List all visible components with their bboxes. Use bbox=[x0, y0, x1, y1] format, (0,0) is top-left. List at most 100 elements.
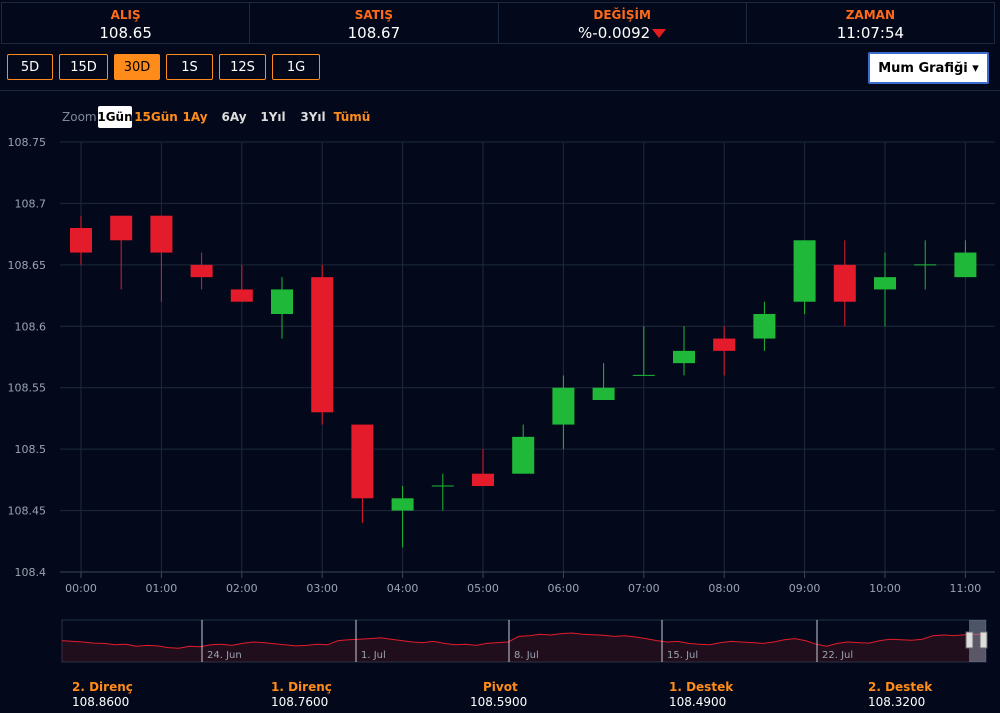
y-tick-label: 108.6 bbox=[15, 320, 47, 333]
range-button-5d[interactable]: 5D bbox=[7, 54, 53, 80]
y-tick-label: 108.55 bbox=[8, 382, 47, 395]
y-tick-label: 108.45 bbox=[8, 505, 47, 518]
range-button-15d[interactable]: 15D bbox=[59, 54, 108, 80]
range-button-1g[interactable]: 1G bbox=[272, 54, 320, 80]
pivot-p-label: Pivot bbox=[483, 680, 518, 694]
y-tick-label: 108.5 bbox=[15, 443, 47, 456]
ask-label: SATIŞ bbox=[354, 8, 394, 22]
navigator-frame bbox=[61, 619, 987, 663]
time-value: 11:07:54 bbox=[836, 24, 905, 42]
navigator-date-label: 24. Jun bbox=[207, 650, 242, 661]
candle-body bbox=[512, 436, 535, 474]
candle-body bbox=[311, 277, 334, 413]
x-tick-label: 00:00 bbox=[65, 582, 97, 595]
candle-body bbox=[150, 215, 173, 253]
zoom-1gun[interactable]: 1Gün bbox=[97, 106, 133, 128]
y-tick-label: 108.4 bbox=[15, 566, 47, 579]
x-tick-label: 11:00 bbox=[950, 582, 982, 595]
candle-body bbox=[713, 338, 736, 351]
navigator-area bbox=[62, 633, 986, 662]
candle-body bbox=[954, 252, 977, 278]
change-value: %-0.0092 bbox=[578, 24, 651, 42]
zoom-6ay[interactable]: 6Ay bbox=[221, 110, 247, 124]
x-tick-label: 03:00 bbox=[306, 582, 338, 595]
pivot-s1-value: 108.4900 bbox=[669, 695, 727, 709]
range-button-30d[interactable]: 30D bbox=[114, 54, 160, 80]
candle-body bbox=[351, 424, 374, 499]
time-cell: ZAMAN 11:07:54 bbox=[747, 3, 994, 43]
pivot-s2-value: 108.3200 bbox=[868, 695, 926, 709]
x-tick-label: 07:00 bbox=[628, 582, 660, 595]
zoom-1ay[interactable]: 1Ay bbox=[182, 110, 208, 124]
pivot-s1-label: 1. Destek bbox=[669, 680, 734, 694]
candle-body bbox=[833, 264, 856, 302]
pivot-r1-label: 1. Direnç bbox=[271, 680, 332, 694]
x-tick-label: 02:00 bbox=[226, 582, 258, 595]
bid-cell: ALIŞ 108.65 bbox=[2, 3, 251, 43]
candle-body bbox=[190, 264, 213, 278]
pivot-r2-label: 2. Direnç bbox=[72, 680, 133, 694]
candle-body bbox=[753, 314, 776, 339]
pivot-s2-label: 2. Destek bbox=[868, 680, 933, 694]
bid-value: 108.65 bbox=[99, 24, 152, 42]
navigator-date-label: 22. Jul bbox=[822, 650, 853, 661]
change-label: DEĞİŞİM bbox=[593, 8, 651, 22]
candle-body bbox=[874, 277, 896, 290]
pivot-levels: 2. Direnç 108.8600 1. Direnç 108.7600 Pi… bbox=[0, 680, 1000, 713]
pivot-r1: 1. Direnç 108.7600 bbox=[271, 680, 332, 709]
candle-body bbox=[391, 498, 414, 511]
pivot-r2-value: 108.8600 bbox=[72, 695, 130, 709]
pivot-s1: 1. Destek 108.4900 bbox=[669, 680, 733, 709]
down-triangle-icon bbox=[652, 29, 667, 38]
y-tick-label: 108.7 bbox=[15, 197, 47, 210]
zoom-3yil[interactable]: 3Yıl bbox=[300, 110, 326, 124]
x-tick-label: 05:00 bbox=[467, 582, 499, 595]
x-tick-label: 09:00 bbox=[789, 582, 821, 595]
ask-value: 108.67 bbox=[347, 24, 401, 42]
pivot-p-value: 108.5900 bbox=[470, 695, 528, 709]
candle-body bbox=[70, 228, 92, 253]
candle-body bbox=[110, 215, 133, 241]
quote-bar: ALIŞ 108.65 SATIŞ 108.67 DEĞİŞİM %-0.009… bbox=[1, 2, 995, 44]
candlestick-chart[interactable]: 108.4 108.45 108.5 108.55 108.6 108.65 108.7 10… bbox=[0, 130, 1000, 600]
navigator-selection[interactable] bbox=[969, 620, 986, 662]
candle-body bbox=[673, 350, 695, 364]
y-tick-label: 108.65 bbox=[8, 259, 47, 272]
navigator[interactable]: 24. Jun 1. Jul 8. Jul 15. Jul 22. Jul bbox=[0, 618, 1000, 666]
time-label: ZAMAN bbox=[845, 8, 895, 22]
candle-body bbox=[472, 473, 494, 486]
navigator-date-label: 1. Jul bbox=[361, 650, 386, 661]
candle-body bbox=[552, 387, 575, 425]
divider bbox=[0, 90, 1000, 91]
pivot-s2: 2. Destek 108.3200 bbox=[868, 680, 932, 709]
y-tick-label: 108.75 bbox=[8, 136, 47, 149]
navigator-right-handle[interactable] bbox=[979, 631, 988, 649]
pivot-r2: 2. Direnç 108.8600 bbox=[72, 680, 133, 709]
range-button-12s[interactable]: 12S bbox=[219, 54, 266, 80]
x-tick-label: 04:00 bbox=[387, 582, 419, 595]
pivot-p: Pivot 108.5900 bbox=[470, 680, 527, 709]
zoom-tumu[interactable]: Tümü bbox=[333, 110, 371, 124]
zoom-15gun[interactable]: 15Gün bbox=[134, 110, 178, 124]
navigator-date-label: 8. Jul bbox=[514, 650, 539, 661]
zoom-1yil[interactable]: 1Yıl bbox=[260, 110, 286, 124]
candle-body bbox=[793, 240, 816, 302]
zoom-label: Zoom bbox=[62, 110, 97, 124]
ask-cell: SATIŞ 108.67 bbox=[250, 3, 499, 43]
navigator-left-handle[interactable] bbox=[965, 631, 974, 649]
navigator-date-label: 15. Jul bbox=[667, 650, 698, 661]
x-tick-label: 08:00 bbox=[708, 582, 740, 595]
navigator-line bbox=[61, 632, 987, 649]
bid-label: ALIŞ bbox=[110, 8, 141, 22]
x-tick-label: 01:00 bbox=[146, 582, 178, 595]
candle-body bbox=[271, 289, 293, 314]
x-tick-label: 10:00 bbox=[869, 582, 901, 595]
candle-body bbox=[230, 289, 253, 302]
change-row: %-0.0092 bbox=[499, 24, 746, 42]
range-button-1s[interactable]: 1S bbox=[166, 54, 213, 80]
chart-type-select[interactable]: Mum Grafiği ▾ bbox=[868, 52, 989, 84]
x-tick-label: 06:00 bbox=[548, 582, 580, 595]
candle-body bbox=[592, 387, 615, 400]
change-cell: DEĞİŞİM %-0.0092 bbox=[499, 3, 747, 43]
pivot-r1-value: 108.7600 bbox=[271, 695, 329, 709]
